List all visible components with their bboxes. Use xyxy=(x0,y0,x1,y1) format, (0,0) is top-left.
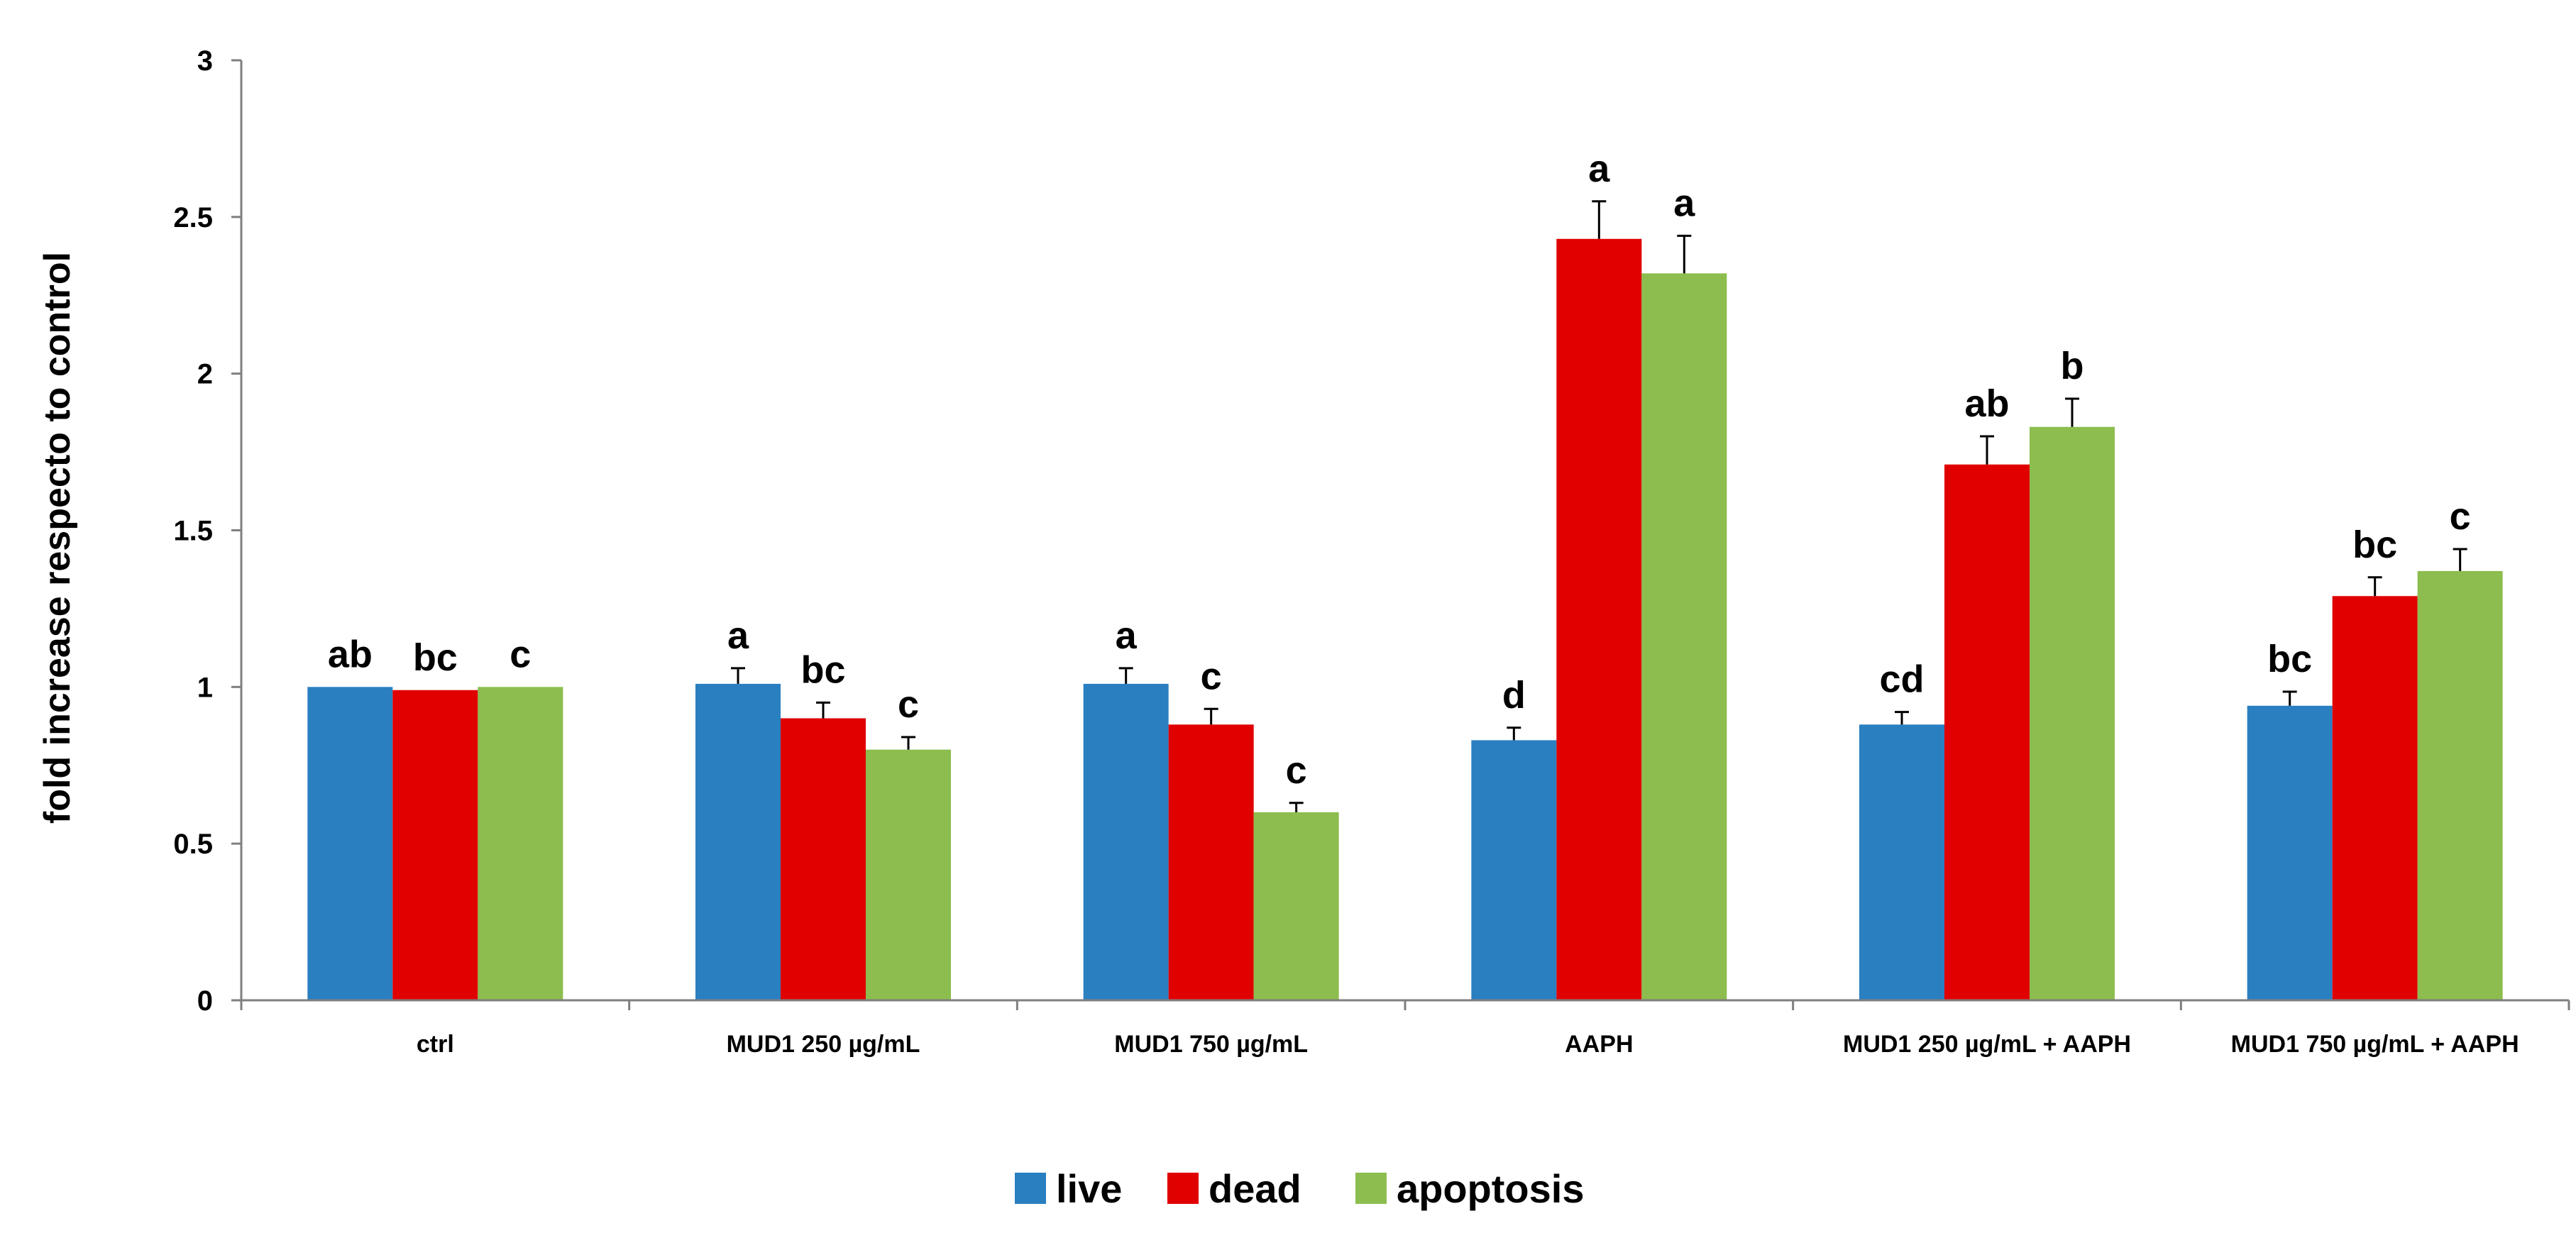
bar-apoptosis xyxy=(478,687,563,1000)
category-label: ctrl xyxy=(417,1031,454,1058)
significance-label: c xyxy=(510,633,531,675)
bar-apoptosis xyxy=(1641,273,1727,1000)
legend-label-dead: dead xyxy=(1209,1166,1301,1211)
legend-swatch-live xyxy=(1015,1173,1046,1204)
y-tick-label: 0.5 xyxy=(173,829,213,860)
significance-label: ab xyxy=(1964,382,2009,425)
y-axis-title: fold increase respecto to control xyxy=(37,252,78,824)
significance-label: bc xyxy=(413,636,458,679)
category-label: MUD1 250 µg/mL + AAPH xyxy=(1843,1031,2131,1058)
significance-label: bc xyxy=(2267,638,2312,680)
category-label: MUD1 250 µg/mL xyxy=(727,1031,920,1058)
bar-live xyxy=(1083,683,1169,1000)
legend-label-live: live xyxy=(1056,1166,1122,1211)
significance-label: bc xyxy=(2352,524,2397,566)
y-tick-label: 2.5 xyxy=(173,202,213,233)
bar-dead xyxy=(781,718,866,1000)
significance-label: c xyxy=(898,683,919,726)
legend-swatch-apoptosis xyxy=(1355,1173,1387,1204)
significance-label: cd xyxy=(1879,658,1924,701)
legend: live dead apoptosis xyxy=(1015,1166,1584,1211)
bar-dead xyxy=(2332,596,2418,1000)
bar-live xyxy=(695,683,781,1000)
legend-swatch-dead xyxy=(1167,1173,1199,1204)
bar-apoptosis xyxy=(2030,426,2115,1000)
significance-label: c xyxy=(1201,655,1222,697)
significance-label: a xyxy=(1588,148,1610,190)
significance-label: c xyxy=(2450,495,2471,538)
bar-apoptosis xyxy=(866,749,951,1000)
y-tick-label: 2 xyxy=(197,359,213,390)
bar-dead xyxy=(1556,238,1642,1000)
significance-label: a xyxy=(1673,182,1695,224)
significance-label: b xyxy=(2061,345,2084,387)
significance-label: ab xyxy=(328,633,373,675)
bar-dead xyxy=(1944,464,2030,1000)
category-label: MUD1 750 µg/mL + AAPH xyxy=(2231,1031,2519,1058)
significance-label: c xyxy=(1286,749,1307,792)
y-tick-label: 1.5 xyxy=(173,516,213,547)
bar-dead xyxy=(1168,724,1254,1000)
bar-live xyxy=(2247,705,2333,1000)
bar-apoptosis xyxy=(1253,812,1339,1000)
significance-label: a xyxy=(1116,614,1138,657)
significance-label: d xyxy=(1502,674,1526,717)
bar-apoptosis xyxy=(2417,570,2503,1000)
category-label: MUD1 750 µg/mL xyxy=(1114,1031,1308,1058)
bar-dead xyxy=(392,690,478,1000)
significance-label: a xyxy=(727,614,749,657)
y-tick-label: 0 xyxy=(197,985,213,1017)
axes xyxy=(240,60,2569,1002)
category-label: AAPH xyxy=(1565,1031,1633,1058)
legend-label-apoptosis: apoptosis xyxy=(1397,1166,1584,1211)
bar-live xyxy=(307,687,393,1000)
bar-live xyxy=(1471,740,1557,1000)
y-tick-label: 3 xyxy=(197,45,213,77)
y-tick-label: 1 xyxy=(197,672,213,703)
bar-live xyxy=(1859,724,1944,1000)
significance-label: bc xyxy=(800,648,845,691)
